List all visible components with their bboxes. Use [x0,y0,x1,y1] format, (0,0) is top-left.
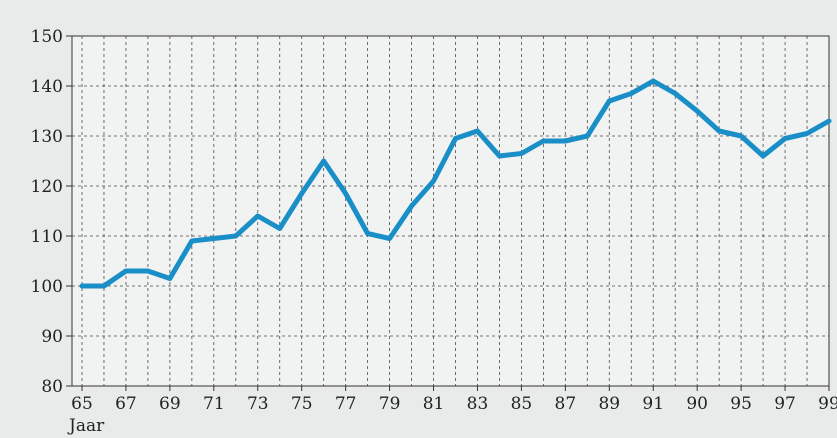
x-tick-label: 65 [71,394,93,414]
x-tick-label: 95 [730,394,752,414]
x-tick-label: 90 [686,394,708,414]
x-axis-title: Jaar [67,416,105,436]
y-tick-label: 130 [31,127,63,147]
y-tick-label: 140 [31,77,63,97]
x-tick-label: 81 [423,394,445,414]
x-tick-label: 75 [291,394,313,414]
x-tick-label: 87 [555,394,577,414]
series-layer [79,78,832,289]
plot-area [72,36,829,386]
y-tick-label: 90 [41,327,63,347]
y-tick-label: 80 [41,377,63,397]
plot-background [72,36,829,386]
x-tick-label: 79 [379,394,401,414]
plot-frame [71,35,830,387]
x-tick-label: 83 [467,394,489,414]
x-tick-label: 77 [335,394,357,414]
x-tick-label: 67 [115,394,137,414]
y-tick-label: 150 [31,27,63,47]
x-tick-label: 91 [642,394,664,414]
y-tick-label: 110 [31,227,63,247]
plot-border [71,35,830,387]
y-axis: 80 90 100 110 120 130 140 150 [31,27,72,397]
x-tick-label: 99 [818,394,837,414]
y-tick-label: 100 [31,277,63,297]
x-tick-label: 89 [598,394,620,414]
x-tick-label: 73 [247,394,269,414]
x-tick-label: 71 [203,394,225,414]
y-tick-label: 120 [31,177,63,197]
x-axis: 65 67 69 71 73 75 77 79 81 83 85 87 89 91 90 95 97 99 [71,386,837,414]
x-tick-label: 85 [511,394,533,414]
x-tick-label: 97 [774,394,796,414]
x-tick-label: 69 [159,394,181,414]
grid-lines [72,36,830,386]
